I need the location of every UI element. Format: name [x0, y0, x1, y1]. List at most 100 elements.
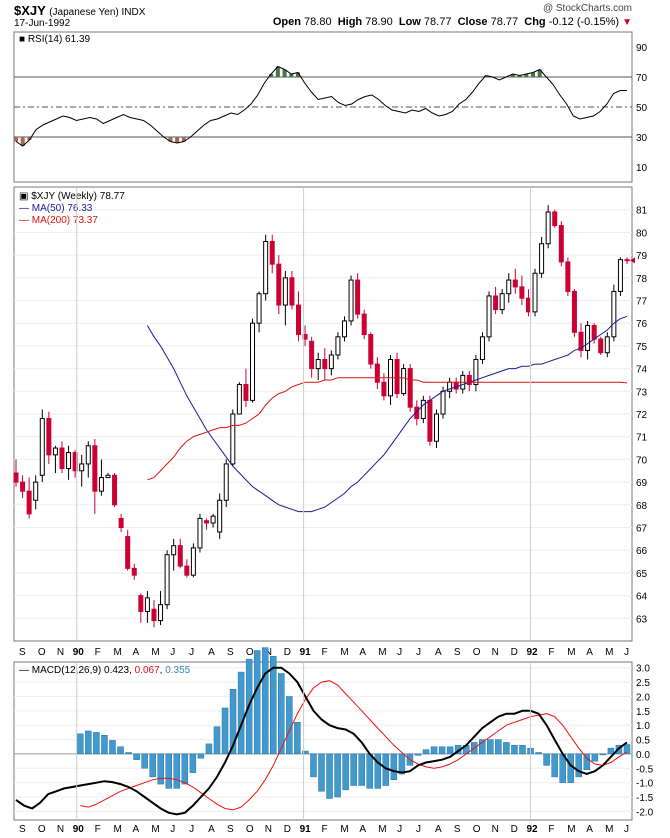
- month-label: D: [284, 824, 291, 835]
- candle: [263, 234, 269, 301]
- candle-body: [302, 334, 308, 340]
- month-label: J: [416, 647, 421, 658]
- candle: [624, 257, 630, 265]
- candle-body: [223, 463, 229, 501]
- chg-value: -0.12 (-0.15%): [548, 16, 620, 28]
- histogram-bar: [446, 746, 454, 755]
- symbol: $XJY: [14, 3, 46, 18]
- candle-body: [39, 418, 45, 476]
- histogram-legend-value: 0.355: [165, 665, 190, 676]
- candle: [512, 268, 518, 294]
- candle: [479, 332, 485, 365]
- candle: [558, 221, 564, 267]
- histogram-bar: [511, 745, 518, 755]
- candle: [118, 513, 124, 533]
- candle: [361, 309, 367, 340]
- candle-body: [512, 279, 518, 288]
- candle-body: [578, 331, 584, 351]
- candle: [355, 273, 361, 319]
- candle-body: [52, 447, 58, 456]
- histogram-bar: [567, 753, 574, 783]
- histogram-bar: [334, 753, 341, 798]
- candle: [394, 352, 400, 399]
- month-label: M: [151, 824, 159, 835]
- histogram-bar: [181, 753, 189, 785]
- candle-body: [315, 359, 321, 370]
- candle: [296, 291, 302, 342]
- candle-body: [164, 554, 170, 606]
- price-tick-label: 78: [636, 274, 648, 285]
- month-label: S: [227, 647, 234, 658]
- macd-tick-label: -2.0: [636, 807, 654, 818]
- month-label: M: [114, 824, 122, 835]
- month-label: D: [511, 824, 518, 835]
- macd-tick-label: 1.0: [636, 721, 650, 732]
- price-tick-label: 69: [636, 478, 648, 489]
- histogram-bar: [141, 753, 148, 769]
- candle-body: [368, 334, 374, 365]
- month-label: D: [511, 647, 518, 658]
- histogram-bar: [438, 746, 446, 755]
- candle-body: [335, 336, 341, 356]
- month-label: M: [567, 824, 575, 835]
- price-axis: 63 64 65 66 67 68 69 70 71 72 73 74 75 76 77 78 79 80 81: [636, 206, 648, 626]
- candle: [328, 350, 334, 376]
- candle: [131, 563, 137, 580]
- histogram-bar: [213, 726, 221, 755]
- month-label: 91: [300, 824, 312, 835]
- histogram-bar: [599, 753, 607, 756]
- histogram-bar: [173, 753, 181, 789]
- histogram-bar: [374, 753, 382, 789]
- quote-date: 17-Jun-1992: [14, 18, 71, 29]
- candle-body: [624, 259, 630, 262]
- macd-tick-label: 0.0: [636, 750, 650, 761]
- histogram-bar: [551, 753, 558, 778]
- month-label: J: [189, 824, 194, 835]
- macd-legend-sep2: ,: [160, 665, 166, 676]
- rsi-tick-label: 90: [636, 43, 648, 54]
- macd-histogram: [77, 647, 631, 799]
- month-label: F: [322, 647, 328, 658]
- histogram-bar: [310, 753, 317, 778]
- candle-body: [250, 322, 256, 401]
- candle: [374, 357, 380, 390]
- candle-body: [204, 520, 210, 524]
- histogram-bar: [221, 707, 229, 755]
- macd-tick-label: 3.0: [636, 664, 650, 675]
- histogram-bar: [302, 750, 309, 755]
- month-label: 92: [526, 824, 538, 835]
- histogram-bar: [583, 753, 591, 770]
- candle: [315, 352, 321, 380]
- candle-legend-icon: ▣: [19, 191, 31, 202]
- price-tick-label: 67: [636, 524, 648, 535]
- candle: [20, 475, 26, 498]
- month-label: F: [548, 824, 554, 835]
- month-label: M: [605, 824, 613, 835]
- ma50-legend: — MA(50) 76.33: [19, 203, 93, 214]
- ma200-legend-icon: —: [19, 215, 32, 226]
- candle-body: [604, 336, 610, 354]
- rsi-axis: 10 30 50 70 90: [636, 43, 648, 174]
- symbol-title: $XJY (Japanese Yen) INDX: [14, 3, 145, 18]
- candle-body: [506, 279, 512, 295]
- candle: [190, 543, 196, 578]
- candle-body: [230, 413, 236, 465]
- signal-legend-value: 0.067: [135, 665, 160, 676]
- candle: [414, 400, 420, 426]
- candle-body: [59, 447, 65, 469]
- close-value: 78.77: [490, 16, 519, 28]
- candle: [407, 364, 413, 412]
- candle: [223, 459, 229, 508]
- candle: [269, 234, 275, 274]
- macd-tick-label: -1.5: [636, 793, 654, 804]
- candle: [105, 473, 111, 479]
- histogram-bar: [133, 753, 140, 760]
- candle: [466, 370, 472, 392]
- month-label: A: [586, 647, 593, 658]
- candle-body: [558, 225, 564, 263]
- candle: [79, 454, 85, 487]
- month-label: J: [416, 824, 421, 835]
- candle-body: [466, 374, 472, 385]
- macd-legend-prefix: MACD(12,26,9): [32, 665, 101, 676]
